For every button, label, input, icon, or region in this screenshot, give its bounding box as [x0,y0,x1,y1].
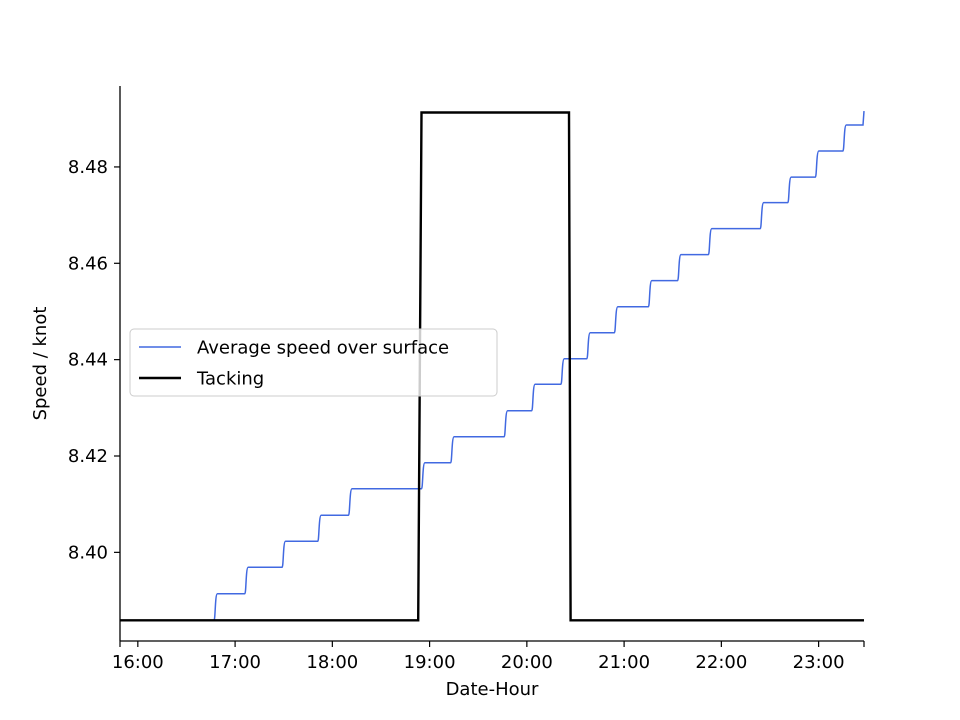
x-tick-label: 17:00 [209,652,261,673]
y-axis-label: Speed / knot [30,307,51,421]
x-tick-label: 21:00 [598,652,650,673]
legend-box [129,328,498,397]
x-tick-label: 23:00 [793,652,845,673]
legend-label-tacking: Tacking [196,369,264,390]
x-tick-label: 16:00 [112,652,164,673]
x-axis-label: Date-Hour [446,679,539,700]
y-tick-label: 8.42 [68,446,108,467]
x-tick-label: 20:00 [501,652,553,673]
y-tick-label: 8.48 [68,157,108,178]
y-tick-label: 8.46 [68,253,108,274]
series-tacking-line [120,111,864,622]
series-average-speed-line [120,111,865,622]
x-tick-label: 18:00 [306,652,358,673]
x-tick-label: 19:00 [404,652,456,673]
y-tick-label: 8.44 [68,350,108,371]
legend-label-average-speed: Average speed over surface [197,338,449,359]
y-tick-label: 8.40 [68,542,108,563]
x-tick-label: 22:00 [695,652,747,673]
